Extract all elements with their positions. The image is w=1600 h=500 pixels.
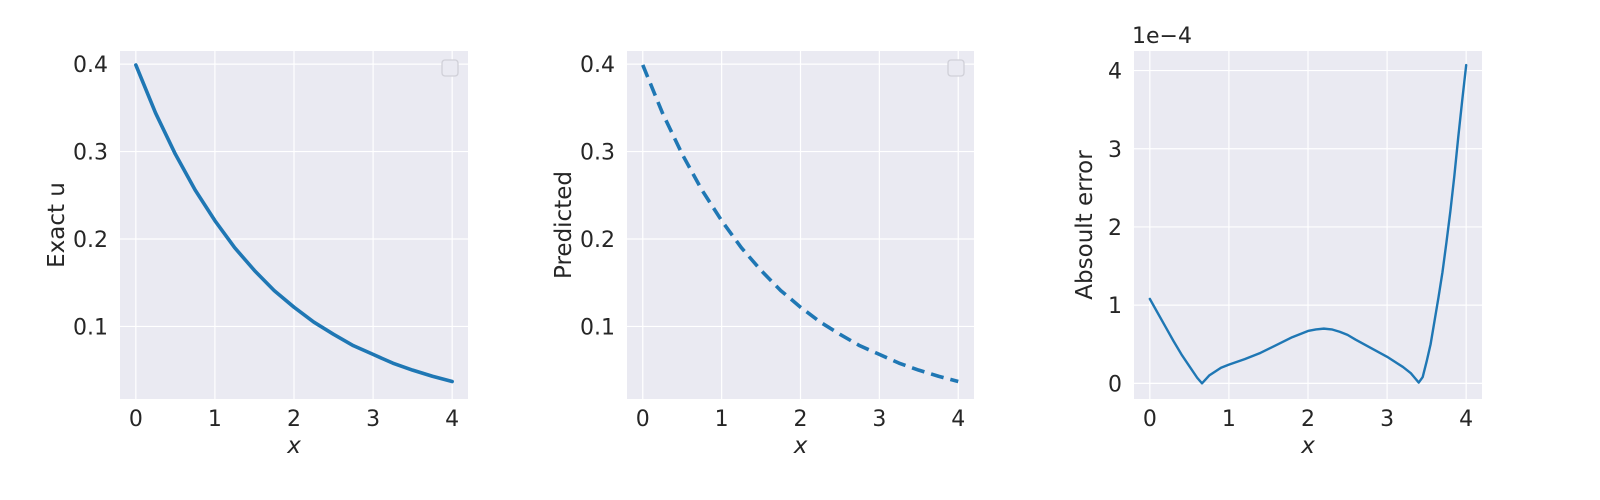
series-line — [1148, 63, 1468, 385]
exact-u-panel: 0 1 2 3 4 0.1 0.2 0.3 0.4 x Exact u — [44, 51, 468, 459]
x-tick-label: 2 — [794, 407, 808, 432]
y-axis-label: Predicted — [551, 171, 577, 279]
y-tick-label: 0.2 — [73, 228, 108, 253]
y-axis-label: Exact u — [44, 182, 70, 268]
x-tick-label: 0 — [129, 407, 143, 432]
y-tick-label: 0.4 — [580, 53, 615, 78]
y-tick-label: 0.4 — [73, 53, 108, 78]
x-tick-label: 3 — [366, 407, 380, 432]
y-tick-label: 0.1 — [580, 315, 615, 340]
y-tick-label: 1 — [1108, 294, 1122, 319]
x-tick-label: 4 — [445, 407, 459, 432]
x-axis-label: x — [793, 433, 808, 459]
y-axis-label: Absoult error — [1072, 150, 1098, 300]
x-tick-label: 1 — [208, 407, 222, 432]
y-tick-label: 0.2 — [580, 228, 615, 253]
x-tick-label: 0 — [636, 407, 650, 432]
x-axis-label: x — [1300, 433, 1315, 459]
y-tick-label: 4 — [1108, 60, 1122, 85]
x-tick-label: 1 — [1222, 407, 1236, 432]
y-tick-label: 2 — [1108, 216, 1122, 241]
predicted-panel: 0 1 2 3 4 0.1 0.2 0.3 0.4 x Predicted — [551, 51, 974, 459]
x-tick-label: 4 — [1459, 407, 1473, 432]
x-tick-label: 2 — [287, 407, 301, 432]
series-line — [134, 63, 454, 384]
x-tick-label: 3 — [1380, 407, 1394, 432]
legend-box — [441, 59, 459, 77]
x-tick-label: 0 — [1143, 407, 1157, 432]
y-tick-label: 0.1 — [73, 315, 108, 340]
x-tick-label: 1 — [715, 407, 729, 432]
legend-box — [947, 59, 965, 77]
x-tick-label: 3 — [872, 407, 886, 432]
x-tick-label: 4 — [951, 407, 965, 432]
x-axis-label: x — [286, 433, 301, 459]
y-tick-label: 0 — [1108, 372, 1122, 397]
y-tick-label: 0.3 — [580, 141, 615, 166]
y-tick-label: 3 — [1108, 138, 1122, 163]
absolute-error-panel: 0 1 2 3 4 0 1 2 3 4 x Absoult error 1e−4 — [1072, 24, 1482, 459]
y-tick-label: 0.3 — [73, 141, 108, 166]
series-line — [641, 64, 959, 384]
x-tick-label: 2 — [1301, 407, 1315, 432]
y-offset-label: 1e−4 — [1132, 24, 1192, 49]
